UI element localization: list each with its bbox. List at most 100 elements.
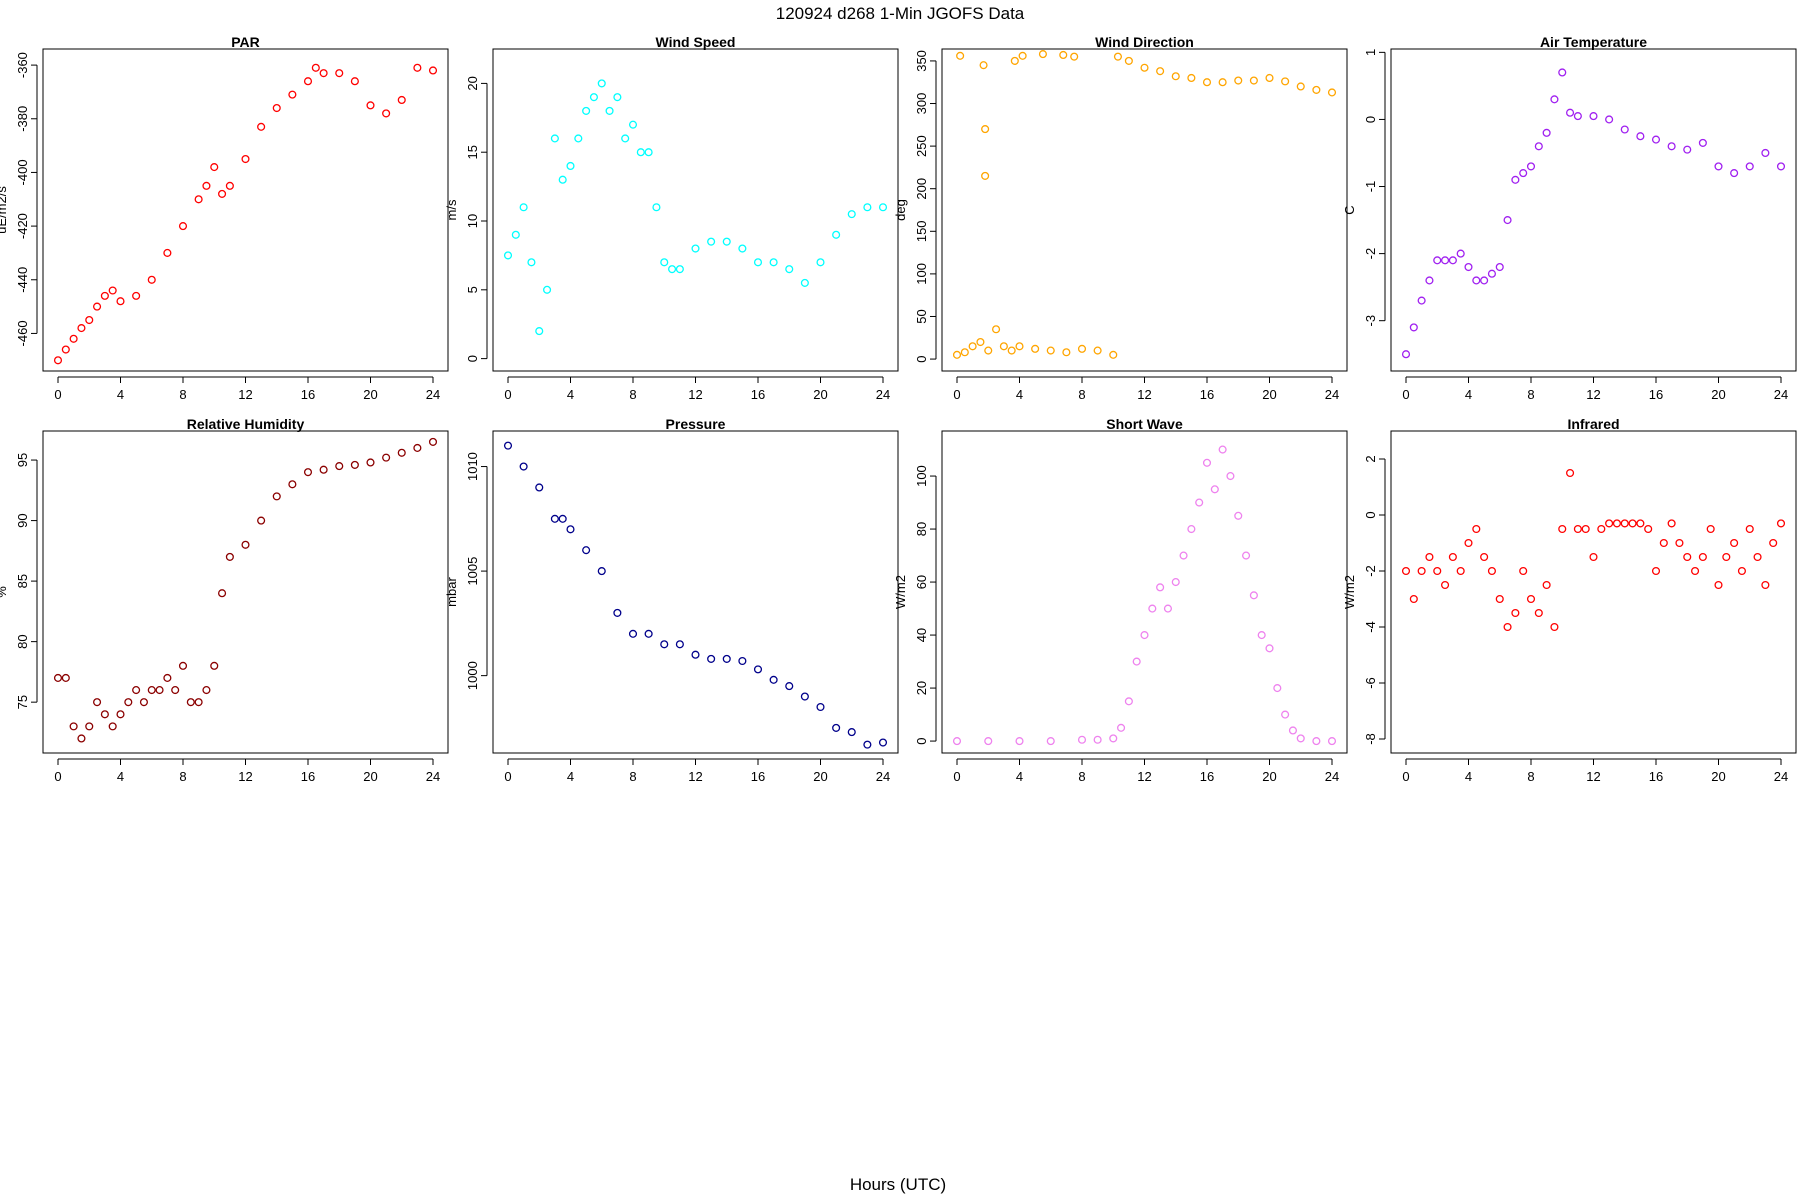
plot-frame — [42, 430, 449, 754]
data-point — [1132, 657, 1141, 666]
x-tick-label: 0 — [953, 769, 960, 784]
data-point — [108, 722, 117, 731]
x-tick-label: 12 — [688, 769, 702, 784]
data-point — [519, 462, 528, 471]
data-point — [976, 337, 985, 347]
data-point — [1511, 175, 1520, 184]
y-tick-label: 0 — [914, 737, 929, 744]
data-point — [1519, 566, 1528, 576]
data-point — [1503, 622, 1512, 632]
data-point — [1441, 256, 1450, 265]
data-point — [738, 244, 747, 253]
data-point — [93, 698, 102, 707]
x-tick-label: 20 — [363, 769, 377, 784]
data-point — [1714, 580, 1723, 590]
data-point — [832, 230, 841, 239]
data-point — [1038, 50, 1047, 59]
x-tick-label: 16 — [1200, 387, 1214, 402]
data-point — [738, 656, 747, 666]
data-point — [53, 356, 63, 365]
data-point — [1202, 78, 1212, 87]
x-tick-label: 0 — [504, 769, 511, 784]
data-point — [1312, 737, 1321, 746]
y-tick-label: -6 — [1363, 677, 1378, 689]
y-tick-label: 100 — [914, 465, 929, 487]
data-point — [194, 698, 203, 707]
data-point — [1722, 552, 1731, 562]
data-point — [311, 63, 320, 72]
data-point — [1581, 524, 1590, 534]
data-point — [675, 265, 684, 274]
data-point — [660, 258, 669, 267]
x-tick-label: 24 — [1774, 387, 1788, 402]
y-tick-label: -1 — [1363, 181, 1378, 193]
panel-pressure: Pressure mbar 0 4 8 12 16 20 24 1000 1005 1010 — [444, 416, 899, 784]
data-point — [1472, 276, 1481, 285]
data-point — [566, 525, 575, 534]
data-point — [1519, 169, 1528, 178]
data-point — [147, 686, 156, 695]
data-point — [1737, 566, 1746, 576]
data-point — [53, 673, 63, 682]
data-point — [1495, 594, 1504, 604]
data-point — [1464, 538, 1473, 548]
data-point — [707, 237, 716, 246]
data-point — [350, 460, 359, 469]
x-tick-label: 12 — [1586, 769, 1600, 784]
data-point — [303, 77, 313, 86]
y-tick-label: -4 — [1363, 621, 1378, 633]
y-tick-label: -3 — [1363, 315, 1378, 327]
data-point — [61, 345, 70, 354]
data-point — [382, 109, 391, 118]
plot-frame — [1390, 48, 1797, 372]
data-point — [800, 692, 809, 701]
data-point — [558, 514, 567, 523]
y-axis-label: W/m2 — [1342, 575, 1357, 609]
data-point — [1526, 162, 1536, 171]
data-point — [1327, 737, 1337, 746]
data-point — [628, 120, 638, 129]
y-axis-label: mbar — [444, 577, 459, 607]
data-point — [288, 480, 297, 489]
data-point — [132, 291, 141, 300]
data-point — [769, 675, 778, 684]
data-point — [952, 737, 962, 746]
data-point — [574, 134, 583, 143]
data-point — [1761, 580, 1770, 590]
data-point — [1480, 552, 1489, 562]
data-point — [272, 103, 281, 113]
data-point — [863, 740, 872, 749]
y-tick-label: 0 — [914, 355, 929, 362]
data-point — [597, 567, 606, 576]
data-point — [1620, 519, 1629, 528]
data-point — [999, 342, 1008, 351]
data-point — [1093, 735, 1102, 744]
data-point — [952, 350, 962, 359]
data-point — [202, 181, 211, 190]
data-point — [1761, 148, 1770, 158]
data-point — [613, 608, 622, 617]
data-point — [1401, 566, 1411, 576]
data-point — [413, 443, 422, 452]
data-point — [1612, 519, 1621, 528]
x-tick-label: 4 — [1465, 769, 1472, 784]
panel-infrared: Infrared W/m2 0 4 8 12 16 20 24 -8 -6 -4 -2 0 2 — [1342, 416, 1797, 784]
y-tick-label: 1 — [1363, 49, 1378, 56]
plot-frame — [492, 430, 899, 754]
panel-title: Infrared — [1567, 416, 1619, 432]
data-point — [1433, 256, 1442, 265]
data-point — [1234, 76, 1243, 85]
x-tick-label: 16 — [751, 769, 765, 784]
data-point — [1124, 56, 1133, 65]
data-point — [1015, 737, 1024, 746]
data-point — [981, 125, 990, 134]
x-tick-label: 12 — [688, 387, 702, 402]
data-point — [1526, 594, 1536, 604]
y-tick-label: -400 — [15, 159, 30, 185]
data-point — [503, 441, 513, 450]
data-point — [1296, 734, 1305, 743]
data-point — [350, 77, 359, 86]
data-point — [589, 93, 598, 102]
data-point — [1018, 51, 1027, 60]
